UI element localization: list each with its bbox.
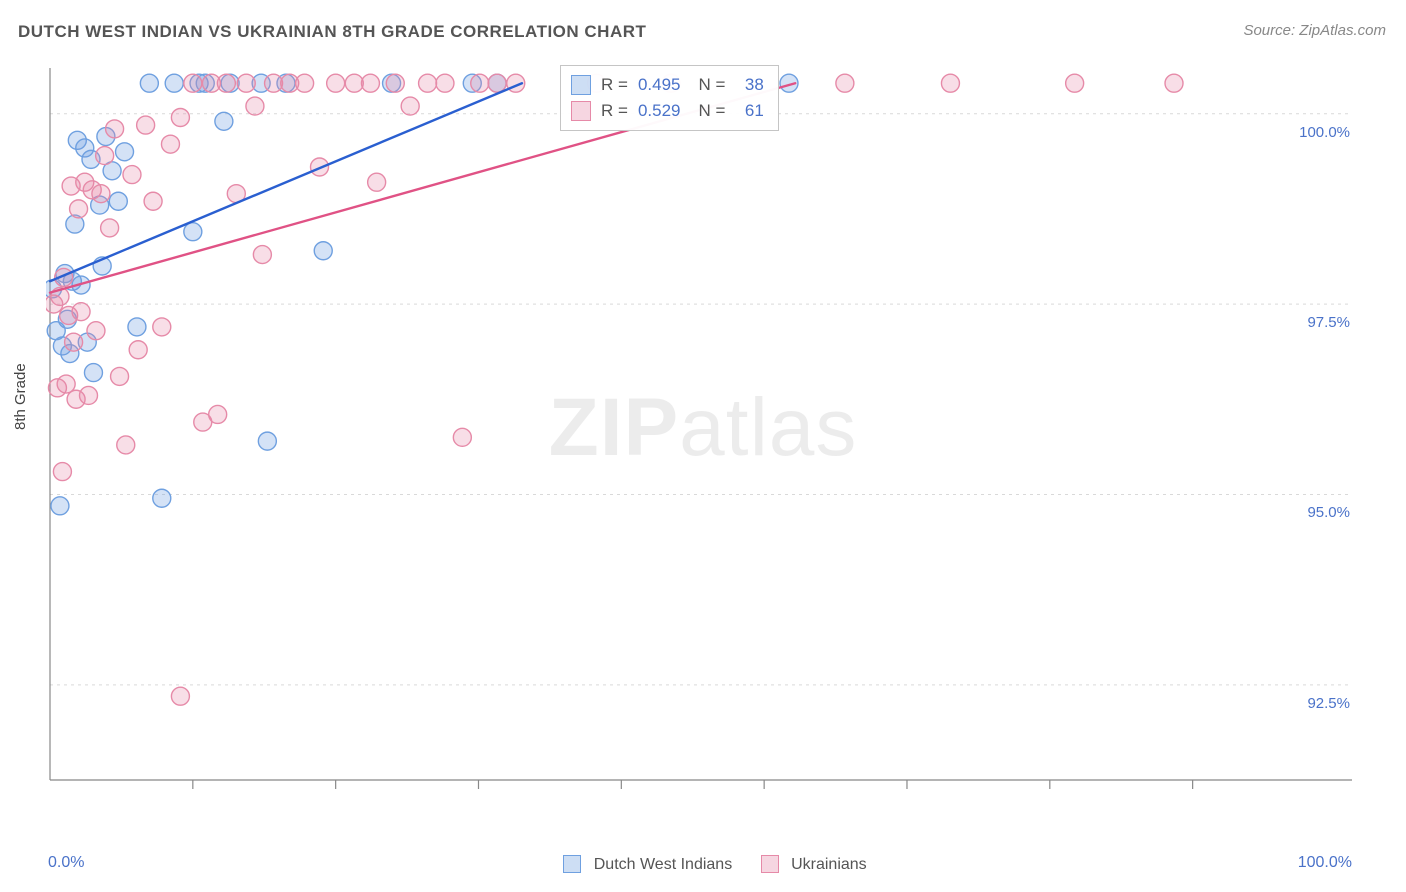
chart-title: DUTCH WEST INDIAN VS UKRAINIAN 8TH GRADE… [18,22,646,42]
watermark-bold: ZIP [549,382,680,473]
legend: Dutch West Indians Ukrainians [0,855,1406,874]
correlation-stat-box: R = 0.495 N = 38 R = 0.529 N = 61 [560,65,779,131]
y-grid-label: 95.0% [1307,504,1350,521]
stat-r-val: 0.529 [638,98,681,124]
legend-label-1: Ukrainians [791,856,867,873]
stat-swatch-0 [571,75,591,95]
watermark-light: atlas [679,382,857,473]
legend-swatch-0 [563,855,581,873]
legend-label-0: Dutch West Indians [594,856,732,873]
stat-r-key: R = [601,98,628,124]
y-grid-label: 97.5% [1307,314,1350,331]
stat-row-1: R = 0.529 N = 61 [571,98,764,124]
stat-n-key: N = [698,72,725,98]
legend-swatch-1 [761,855,779,873]
stat-swatch-1 [571,101,591,121]
stat-r-val: 0.495 [638,72,681,98]
stat-row-0: R = 0.495 N = 38 [571,72,764,98]
source-attribution: Source: ZipAtlas.com [1243,22,1386,39]
y-axis-label: 8th Grade [12,363,29,430]
y-grid-label: 100.0% [1299,124,1350,141]
stat-n-key: N = [698,98,725,124]
stat-r-key: R = [601,72,628,98]
stat-n-val: 61 [735,98,763,124]
y-grid-label: 92.5% [1307,695,1350,712]
stat-n-val: 38 [735,72,763,98]
watermark: ZIPatlas [549,381,858,475]
